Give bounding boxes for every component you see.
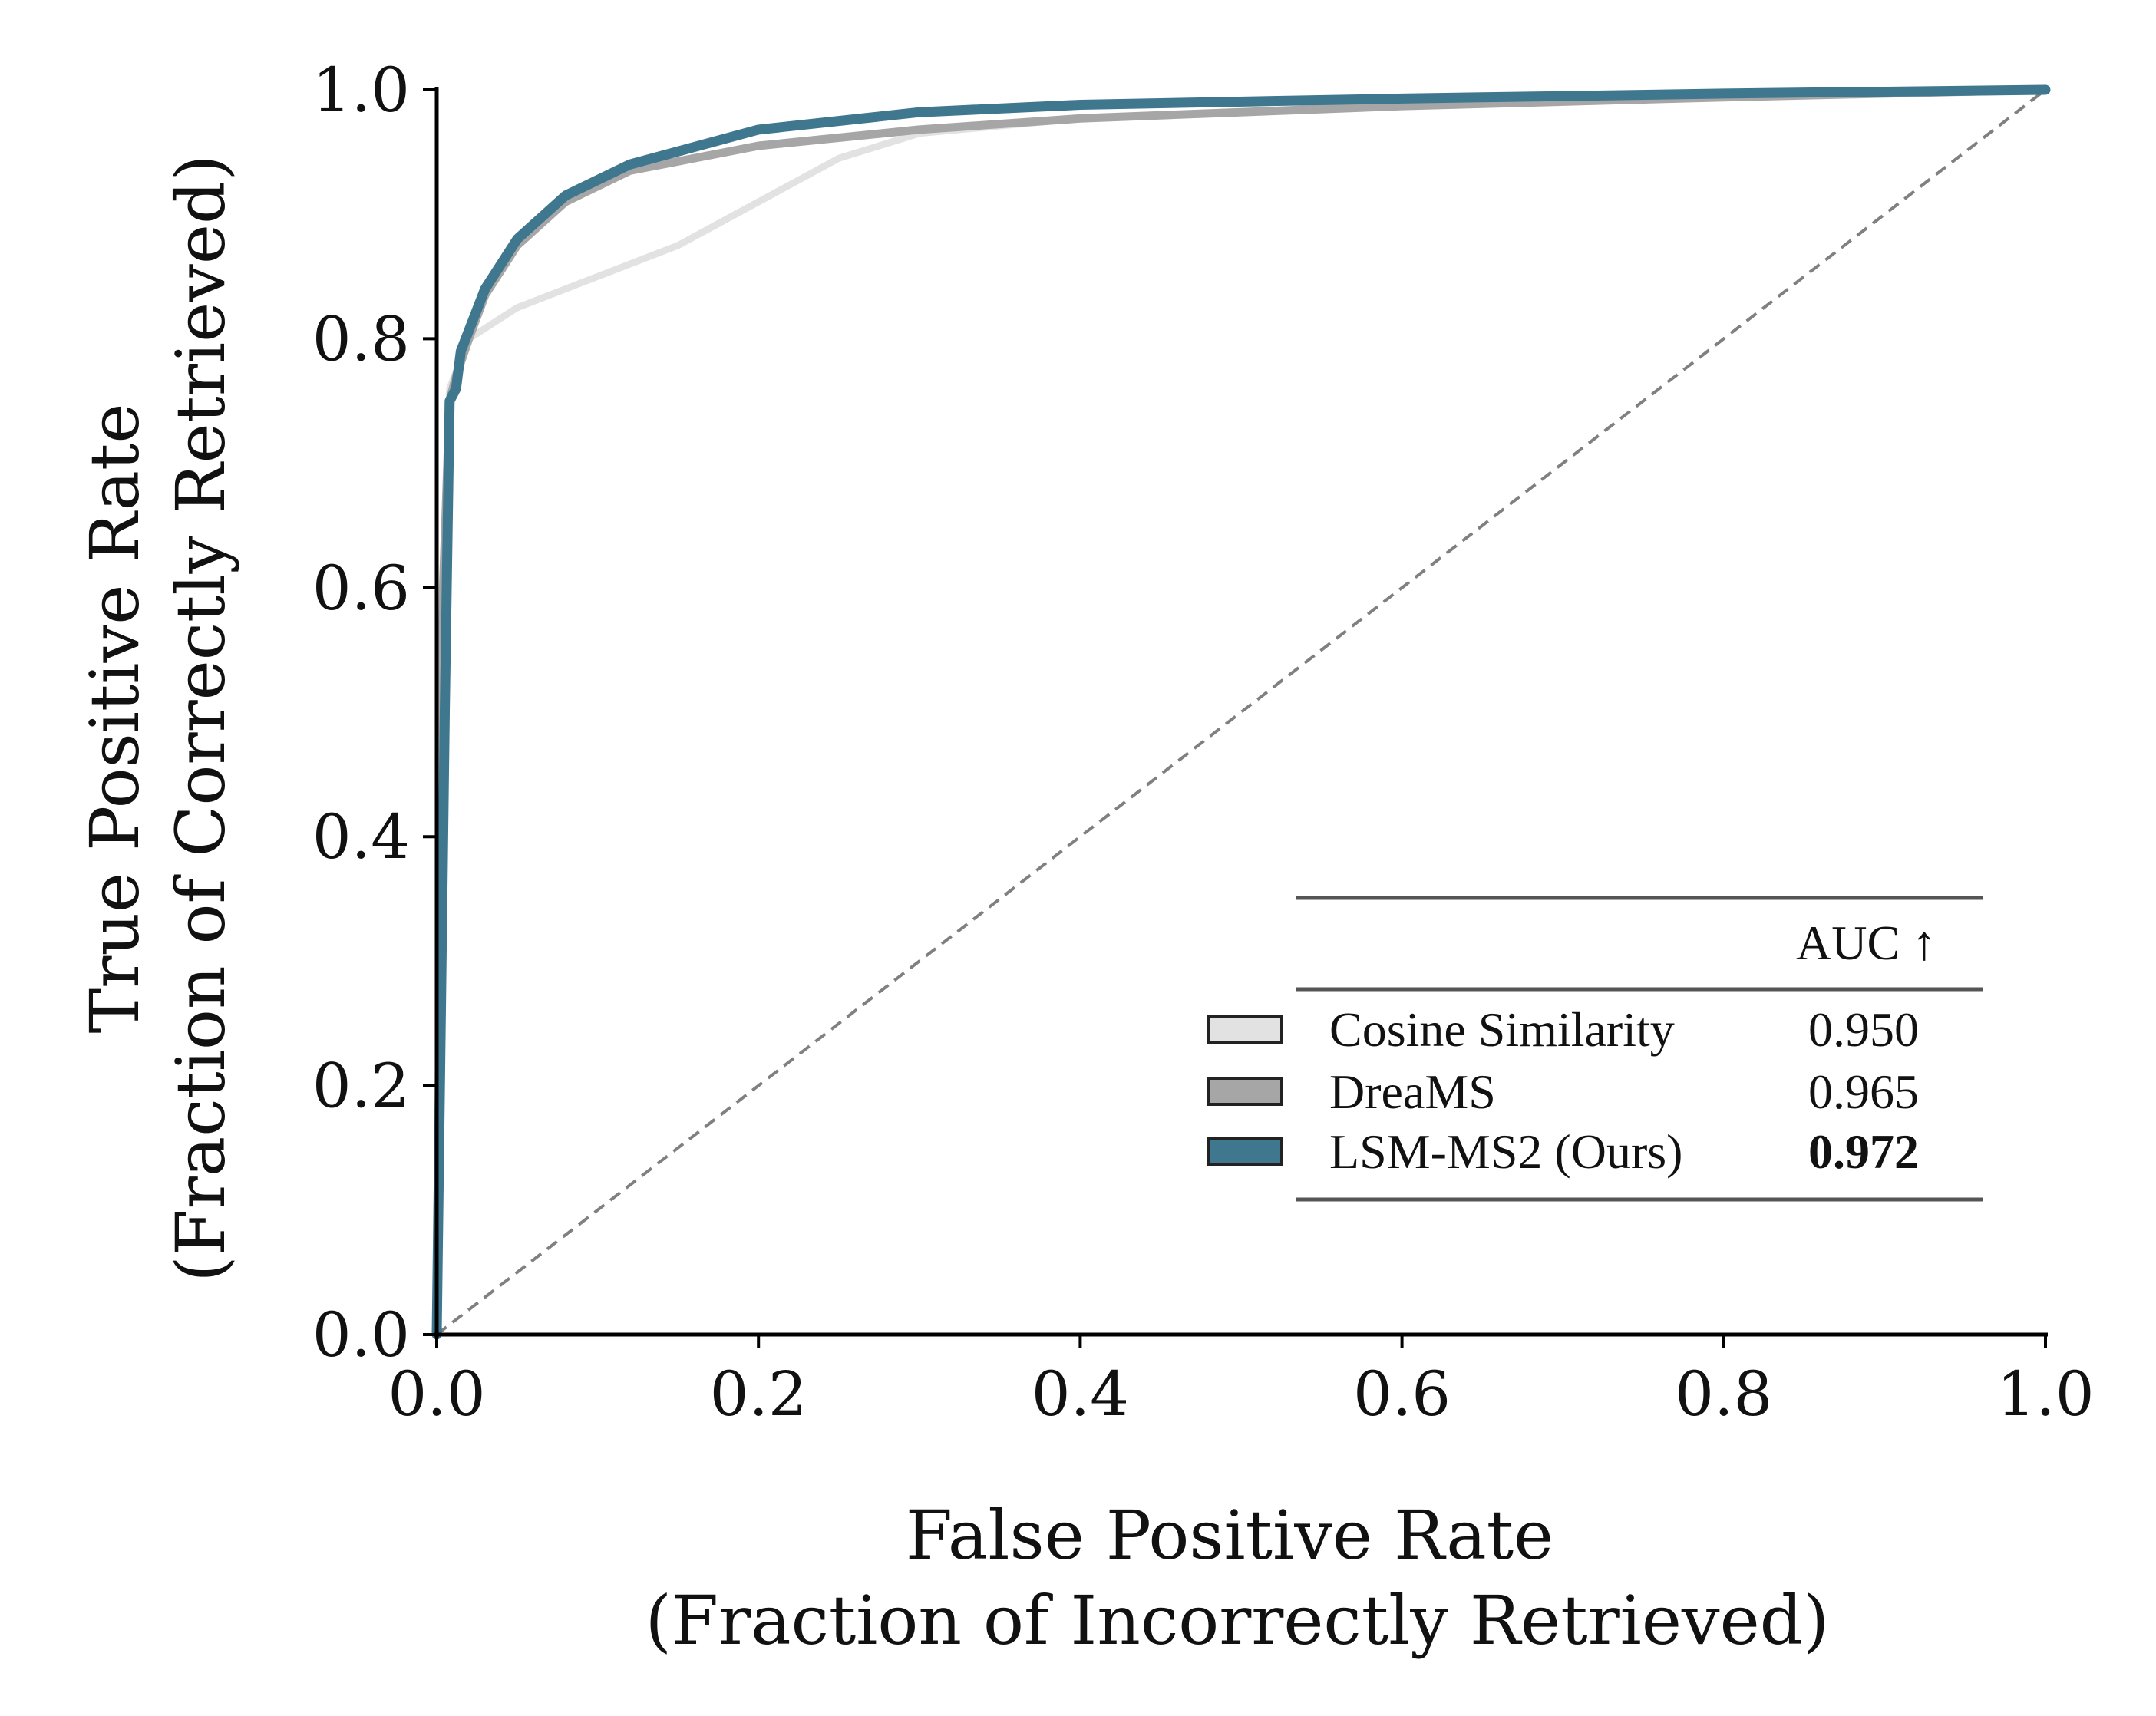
legend-auc-value: 0.972 (1808, 1124, 1919, 1179)
axis-ticks: 0.0 0.2 0.4 0.6 0.8 1.0 0.0 0.2 0.4 0.6 0.8 1.0 (312, 54, 2095, 1430)
legend-label: LSM-MS2 (Ours) (1329, 1124, 1682, 1179)
y-axis-label: True Positive Rate (Fraction of Correctl… (75, 154, 240, 1282)
legend-swatch (1207, 1137, 1283, 1166)
legend-entry: Cosine Similarity 0.950 (1207, 1002, 1919, 1057)
y-tick-label: 1.0 (312, 54, 410, 126)
x-tick-label: 0.4 (1032, 1358, 1129, 1430)
roc-curve-lsm-ms2-ours (431, 84, 2051, 1340)
x-axis-label-line1: False Positive Rate (906, 1496, 1553, 1575)
y-tick-label: 0.4 (312, 801, 410, 873)
y-tick-label: 0.0 (312, 1299, 410, 1371)
y-axis-label-line2: (Fraction of Correctly Retrieved) (161, 154, 240, 1282)
y-tick-label: 0.2 (312, 1051, 410, 1122)
legend-auc-value: 0.950 (1808, 1002, 1919, 1057)
y-tick-label: 0.6 (312, 553, 410, 624)
x-tick-label: 0.0 (388, 1358, 485, 1430)
x-axis-label-line2: (Fraction of Incorrectly Retrieved) (645, 1581, 1830, 1660)
legend-label: DreaMS (1329, 1064, 1496, 1119)
legend-swatch (1207, 1015, 1283, 1044)
x-tick-label: 0.2 (710, 1358, 807, 1430)
y-axis-label-line1: True Positive Rate (75, 404, 154, 1034)
legend-entry: DreaMS 0.965 (1207, 1064, 1919, 1119)
legend-label: Cosine Similarity (1329, 1002, 1675, 1057)
legend-entry: LSM-MS2 (Ours) 0.972 (1207, 1124, 1919, 1179)
plot-area (431, 84, 2051, 1340)
legend-header-auc: AUC ↑ (1796, 916, 1936, 970)
x-tick-label: 0.6 (1353, 1358, 1451, 1430)
y-tick-label: 0.8 (312, 303, 410, 375)
legend-auc-value: 0.965 (1808, 1064, 1919, 1119)
x-tick-label: 1.0 (1996, 1358, 2094, 1430)
legend-swatch (1207, 1077, 1283, 1106)
x-tick-label: 0.8 (1675, 1358, 1772, 1430)
